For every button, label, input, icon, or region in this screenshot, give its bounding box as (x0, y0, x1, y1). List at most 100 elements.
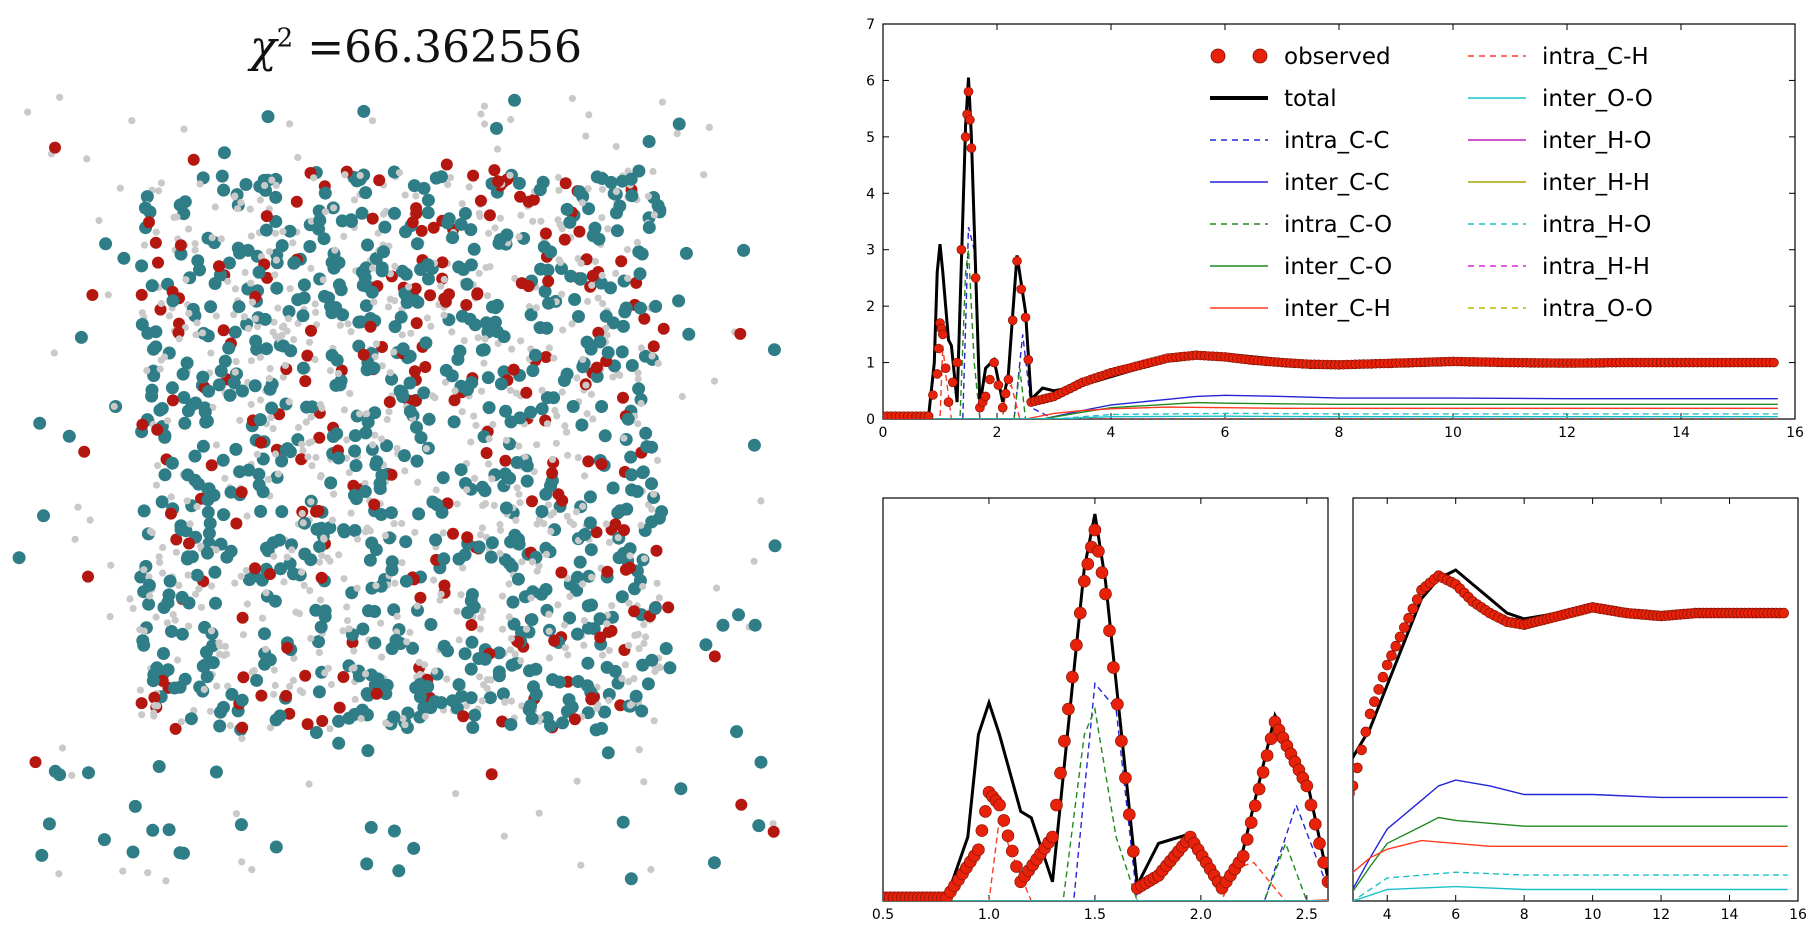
atom (582, 132, 590, 140)
atom (616, 371, 624, 379)
observed-point (860, 892, 868, 904)
atom (300, 581, 308, 589)
atom (370, 687, 383, 700)
plot-series (860, 513, 1328, 904)
atom (656, 664, 664, 672)
atom (333, 378, 347, 392)
atom (361, 670, 370, 678)
observed-point (1122, 808, 1136, 821)
atom (595, 721, 608, 735)
observed-point (1325, 876, 1328, 887)
atom (498, 592, 507, 600)
atom (202, 526, 216, 540)
atom (83, 155, 91, 163)
atom (347, 328, 355, 336)
atom (447, 415, 461, 429)
atom (312, 204, 326, 218)
atom (708, 650, 721, 663)
atom (191, 240, 199, 248)
atom (645, 477, 658, 491)
atom (222, 341, 236, 355)
atom (177, 846, 190, 860)
atom (368, 636, 382, 650)
atom (191, 246, 199, 254)
atom (173, 198, 187, 212)
atom (156, 674, 169, 687)
atom (165, 312, 173, 320)
atom (735, 798, 748, 811)
atom (579, 502, 587, 510)
atom (662, 601, 675, 614)
atom (414, 431, 428, 445)
atom (343, 436, 351, 444)
atom (537, 217, 545, 225)
chi-value: =66.362556 (307, 22, 583, 73)
observed-point (1256, 765, 1270, 779)
atom (173, 213, 181, 221)
plot-frame (1352, 497, 1799, 902)
atom (632, 164, 646, 178)
atom (632, 245, 646, 259)
atom (650, 490, 658, 498)
atom (653, 579, 661, 587)
atom (609, 373, 617, 381)
atom (506, 386, 514, 394)
atom (140, 241, 149, 249)
atom (217, 508, 230, 522)
atom (768, 539, 782, 553)
atom (615, 345, 629, 359)
zoom-plot-high-r: 4 6 8 10 12 14 16 (1352, 497, 1807, 923)
atom (225, 687, 239, 701)
atom (642, 221, 656, 234)
atom (401, 467, 409, 475)
atom (589, 415, 597, 423)
atom (446, 231, 460, 245)
atom (507, 697, 515, 705)
atom (555, 262, 568, 275)
atom (422, 272, 435, 286)
atom (625, 189, 639, 203)
atom (548, 634, 561, 647)
atom (235, 693, 249, 707)
atom (389, 633, 403, 647)
atom (534, 262, 548, 276)
atom (137, 638, 151, 652)
atom (119, 867, 127, 875)
atom (216, 650, 224, 658)
atom (236, 384, 249, 398)
atom (403, 376, 417, 390)
atom (270, 690, 278, 698)
atom (388, 320, 402, 334)
atom (466, 721, 480, 734)
atom (159, 569, 167, 577)
atom (390, 348, 398, 356)
atom (484, 550, 498, 564)
x-tick-label: 14 (1672, 425, 1690, 441)
atom (598, 185, 607, 193)
atom (294, 319, 302, 327)
atom (55, 870, 63, 878)
atom (237, 671, 250, 684)
observed-point (1778, 607, 1790, 619)
atom (387, 824, 401, 838)
observed-point (868, 892, 880, 904)
atom (276, 339, 290, 353)
atom (482, 264, 490, 272)
atom (185, 225, 193, 233)
atom (615, 590, 629, 604)
atom (529, 217, 537, 225)
observed-point (975, 824, 989, 837)
atom (747, 438, 761, 452)
observed-point (980, 391, 991, 402)
atom (446, 174, 454, 182)
atom (507, 634, 515, 643)
atom (520, 386, 533, 399)
x-tick-label: 12 (1558, 425, 1576, 441)
atom (417, 386, 431, 400)
legend-marker (1252, 48, 1268, 64)
atom (577, 259, 585, 267)
observed-point (1381, 659, 1393, 671)
x-tick-label: 4 (1383, 907, 1392, 923)
atom (582, 381, 590, 389)
atom (268, 176, 276, 184)
